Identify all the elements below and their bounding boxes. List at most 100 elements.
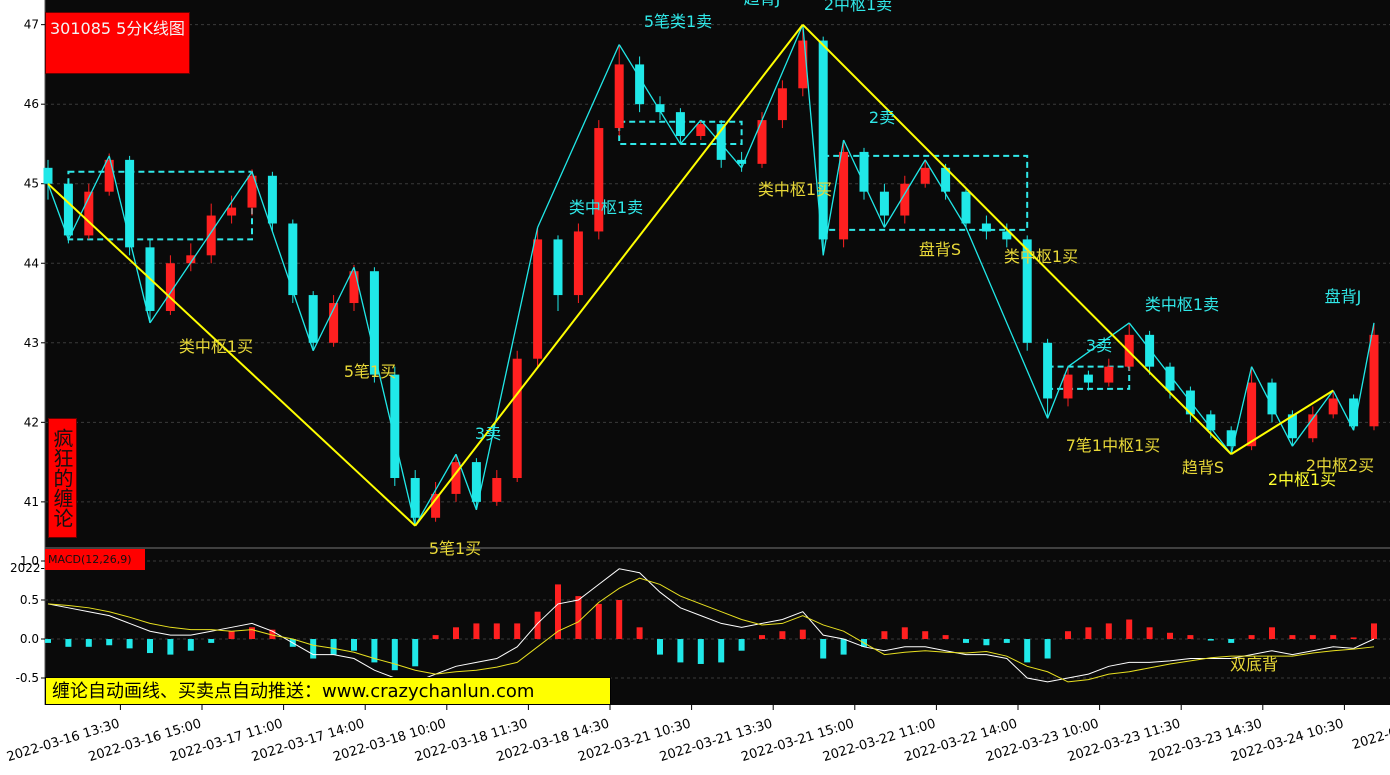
stroke-line bbox=[843, 139, 885, 228]
macd-bar bbox=[555, 584, 561, 640]
macd-title: MACD(12,26,9) bbox=[45, 549, 145, 570]
candle-body bbox=[1226, 430, 1236, 447]
stroke-line bbox=[67, 155, 110, 240]
macd-bar bbox=[1371, 623, 1377, 640]
candle-body bbox=[1287, 414, 1297, 439]
macd-bar bbox=[228, 631, 235, 640]
macd-bar bbox=[412, 639, 419, 667]
macd-bar bbox=[963, 639, 969, 643]
candle-body bbox=[1104, 366, 1114, 383]
stroke-line bbox=[965, 227, 1049, 419]
stroke-line bbox=[1067, 322, 1130, 368]
candle-body bbox=[1022, 239, 1032, 343]
stroke-line bbox=[149, 171, 253, 324]
dea-line bbox=[47, 577, 1375, 683]
macd-bar bbox=[147, 639, 153, 654]
candle-body bbox=[716, 124, 726, 160]
candle-body bbox=[839, 151, 849, 240]
annotation: 类中枢1买 bbox=[758, 180, 832, 199]
candle-body bbox=[1308, 414, 1318, 439]
macd-bar bbox=[595, 603, 602, 640]
macd-bar bbox=[657, 639, 663, 655]
annotation: 2卖 bbox=[869, 108, 895, 127]
macd-bar bbox=[187, 639, 194, 651]
y-tick-label: 1.0 bbox=[20, 554, 39, 568]
annotation: 趋背J bbox=[744, 0, 781, 8]
stroke-line bbox=[312, 266, 355, 352]
stroke-line bbox=[822, 139, 845, 256]
macd-bar bbox=[942, 635, 949, 640]
candle-body bbox=[329, 303, 339, 343]
macd-bar bbox=[799, 629, 806, 640]
candle-body bbox=[981, 223, 991, 232]
macd-bar bbox=[391, 639, 398, 671]
candle-body bbox=[573, 231, 583, 296]
macd-bar bbox=[983, 639, 990, 646]
stroke-line bbox=[455, 453, 478, 511]
annotation: 2中枢1买 bbox=[1268, 470, 1336, 489]
macd-bar bbox=[922, 631, 929, 640]
annotation: 5笔类1卖 bbox=[644, 12, 712, 31]
candle-body bbox=[431, 493, 441, 518]
annotation: 2中枢2买 bbox=[1306, 456, 1374, 475]
macd-bar bbox=[1207, 639, 1214, 641]
macd-bar bbox=[820, 639, 827, 659]
segment-line bbox=[802, 23, 1232, 455]
macd-bar bbox=[1146, 627, 1153, 640]
annotation: 3卖 bbox=[475, 424, 501, 443]
macd-bar bbox=[1309, 635, 1316, 640]
macd-bar bbox=[1228, 639, 1235, 643]
banner: 缠论自动画线、买卖点自动推送：www.crazychanlun.com bbox=[45, 677, 611, 705]
candle-body bbox=[308, 295, 318, 343]
y-tick-label: 44 bbox=[24, 256, 39, 270]
macd-bar bbox=[1187, 635, 1194, 640]
candle-body bbox=[227, 207, 237, 216]
stroke-line bbox=[1291, 390, 1334, 447]
annotation: 双底背 bbox=[1230, 655, 1278, 674]
stroke-line bbox=[475, 227, 539, 510]
macd-bar bbox=[697, 639, 704, 664]
candle-body bbox=[471, 462, 481, 502]
macd-bar bbox=[330, 639, 337, 655]
stroke-line bbox=[802, 24, 824, 256]
candle-body bbox=[757, 120, 767, 164]
candle-body bbox=[1328, 398, 1338, 415]
macd-bar bbox=[371, 639, 378, 663]
macd-bar bbox=[453, 627, 459, 640]
candle-body bbox=[533, 239, 543, 359]
annotation: 5笔1买 bbox=[429, 539, 481, 558]
macd-bar bbox=[249, 627, 255, 640]
macd-bar bbox=[636, 627, 643, 640]
y-tick-label: -0.5 bbox=[16, 671, 39, 685]
candle-body bbox=[798, 40, 808, 89]
y-tick-label: 43 bbox=[24, 336, 39, 350]
stroke-line bbox=[1046, 366, 1069, 419]
macd-bar bbox=[881, 631, 888, 640]
candle-body bbox=[125, 159, 135, 248]
stroke-line bbox=[1251, 366, 1293, 447]
candle-body bbox=[1083, 374, 1093, 383]
annotation: 趋背S bbox=[1182, 458, 1224, 477]
stroke-line bbox=[1352, 322, 1375, 431]
candle-body bbox=[675, 112, 685, 137]
annotation: 盘背S bbox=[919, 240, 961, 259]
stroke-line bbox=[353, 267, 416, 526]
y-tick-label: 0.5 bbox=[20, 593, 39, 607]
candle-body bbox=[349, 271, 359, 304]
stroke-line bbox=[618, 44, 681, 145]
candle-body bbox=[43, 167, 53, 184]
macd-bar bbox=[269, 629, 276, 640]
candle-body bbox=[655, 104, 665, 113]
y-tick-label: 0.0 bbox=[20, 632, 39, 646]
plot-background bbox=[45, 0, 1390, 705]
macd-bar bbox=[1085, 627, 1092, 640]
stroke-line bbox=[108, 155, 151, 324]
stroke-line bbox=[47, 183, 70, 240]
candle-body bbox=[1369, 334, 1379, 427]
zhongshu-box bbox=[822, 154, 1029, 231]
candle-body bbox=[594, 128, 604, 232]
macd-bar bbox=[432, 635, 439, 640]
macd-bar bbox=[85, 639, 92, 647]
